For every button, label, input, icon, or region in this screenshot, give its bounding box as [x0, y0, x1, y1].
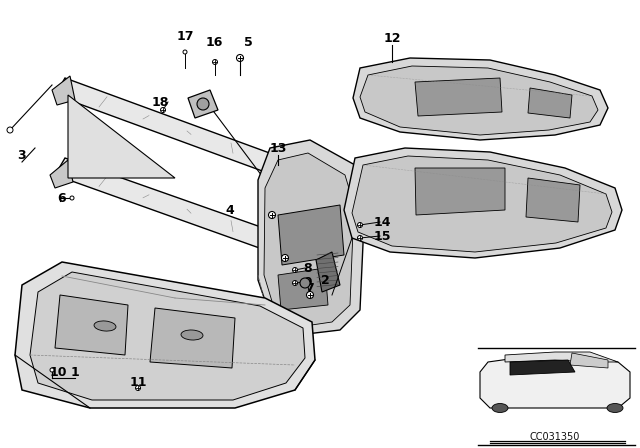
- Circle shape: [136, 385, 141, 391]
- Circle shape: [300, 278, 310, 288]
- Circle shape: [358, 223, 362, 228]
- Polygon shape: [55, 158, 275, 250]
- Polygon shape: [188, 90, 218, 118]
- Polygon shape: [15, 262, 315, 408]
- Polygon shape: [505, 352, 618, 362]
- Text: 16: 16: [205, 35, 223, 48]
- Polygon shape: [278, 205, 344, 265]
- Circle shape: [161, 108, 166, 112]
- Polygon shape: [52, 76, 75, 105]
- Polygon shape: [415, 168, 505, 215]
- Polygon shape: [526, 178, 580, 222]
- Polygon shape: [150, 308, 235, 368]
- Polygon shape: [55, 295, 128, 355]
- Circle shape: [197, 98, 209, 110]
- Polygon shape: [353, 58, 608, 140]
- Text: 8: 8: [304, 262, 312, 275]
- Polygon shape: [480, 355, 630, 408]
- Polygon shape: [344, 148, 622, 258]
- Text: 18: 18: [151, 95, 169, 108]
- Text: 5: 5: [244, 35, 252, 48]
- Circle shape: [269, 211, 275, 219]
- Text: 2: 2: [321, 273, 330, 287]
- Polygon shape: [68, 95, 175, 178]
- Polygon shape: [264, 153, 354, 327]
- Circle shape: [7, 127, 13, 133]
- Text: 6: 6: [58, 191, 67, 204]
- Polygon shape: [55, 78, 275, 172]
- Polygon shape: [352, 156, 612, 252]
- Ellipse shape: [492, 404, 508, 413]
- Text: 4: 4: [226, 203, 234, 216]
- Circle shape: [183, 50, 187, 54]
- Polygon shape: [510, 360, 575, 375]
- Text: 7: 7: [306, 281, 314, 294]
- Circle shape: [70, 196, 74, 200]
- Ellipse shape: [94, 321, 116, 331]
- Circle shape: [292, 280, 298, 285]
- Circle shape: [50, 368, 54, 372]
- Polygon shape: [415, 78, 502, 116]
- Polygon shape: [570, 353, 608, 368]
- Polygon shape: [30, 272, 305, 400]
- Circle shape: [237, 55, 243, 61]
- Text: 1: 1: [70, 366, 79, 379]
- Ellipse shape: [607, 404, 623, 413]
- Circle shape: [292, 267, 298, 272]
- Ellipse shape: [181, 330, 203, 340]
- Circle shape: [212, 60, 218, 65]
- Text: CC031350: CC031350: [530, 432, 580, 442]
- Circle shape: [282, 254, 289, 262]
- Polygon shape: [278, 268, 328, 310]
- Polygon shape: [50, 160, 73, 188]
- Text: 14: 14: [373, 215, 391, 228]
- Text: 3: 3: [18, 148, 26, 161]
- Polygon shape: [258, 140, 365, 335]
- Circle shape: [358, 236, 362, 241]
- Polygon shape: [316, 252, 340, 292]
- Circle shape: [307, 292, 314, 298]
- Polygon shape: [265, 238, 292, 262]
- Text: 13: 13: [269, 142, 287, 155]
- Polygon shape: [360, 66, 598, 135]
- Polygon shape: [528, 88, 572, 118]
- Text: 12: 12: [383, 31, 401, 44]
- Text: 10: 10: [49, 366, 67, 379]
- Text: 17: 17: [176, 30, 194, 43]
- Text: 11: 11: [129, 375, 147, 388]
- Text: 9: 9: [304, 276, 312, 289]
- Text: 15: 15: [373, 229, 391, 242]
